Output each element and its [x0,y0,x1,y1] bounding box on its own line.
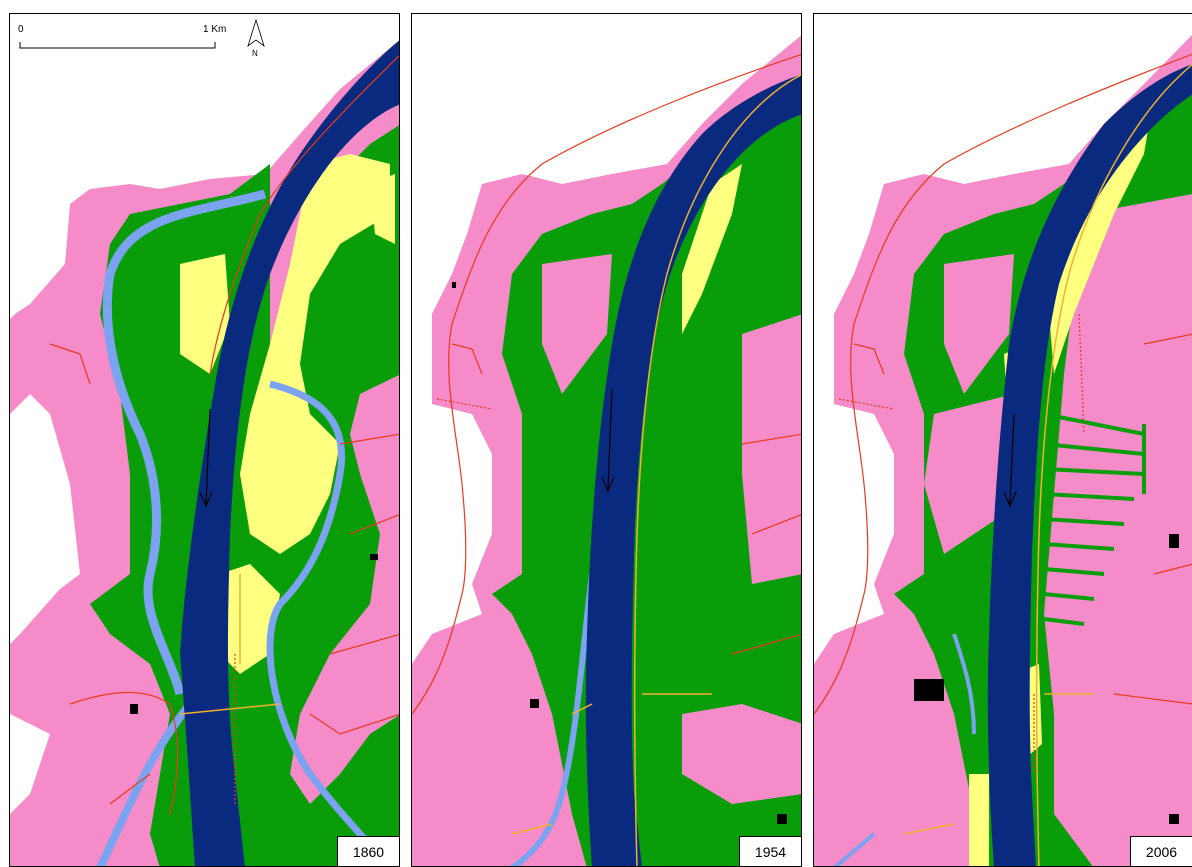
building [452,282,456,288]
north-label: N [252,49,258,58]
building [370,554,378,560]
building [1169,814,1179,824]
scale-end-label: 1 Km [203,24,226,35]
building [1169,534,1179,548]
north-arrow-icon: N [248,20,264,58]
building [914,679,944,701]
year-label-1954: 1954 [739,836,801,866]
scale-bar: 0 1 Km [18,24,226,48]
scale-start-label: 0 [18,24,24,35]
map-panel-1860: 0 1 Km N 1860 [9,13,400,867]
map-1954 [412,14,802,867]
year-label-1860: 1860 [337,836,399,866]
map-panel-2006: 2006 [813,13,1192,867]
gravel-bar [969,774,989,867]
year-label-2006: 2006 [1130,836,1192,866]
building [530,699,539,708]
map-1860: 0 1 Km N [10,14,400,867]
map-2006 [814,14,1192,867]
building [777,814,787,824]
map-panel-1954: 1954 [411,13,802,867]
building [130,704,138,714]
agricultural-area [742,314,802,584]
